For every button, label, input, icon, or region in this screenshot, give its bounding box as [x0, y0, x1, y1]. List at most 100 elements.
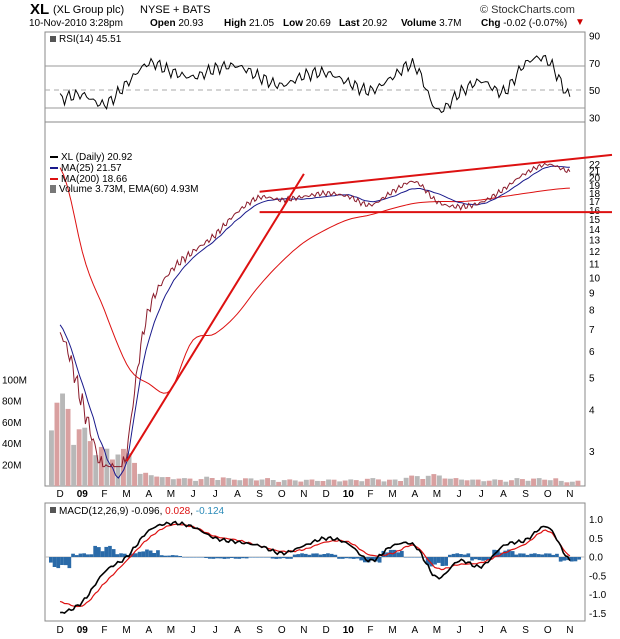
month-axis-top: D 09 F M A M J J A S O N D 10 F M A M J J A S O N: [56, 489, 573, 500]
macd-histogram-bar: [71, 553, 75, 557]
volume-bar: [93, 455, 99, 486]
price-tick-15: 15: [589, 215, 601, 226]
month-tick-2: F: [101, 489, 107, 500]
volume-bar: [364, 478, 370, 486]
rsi-tick-50: 50: [589, 86, 601, 97]
volume-bar: [143, 472, 149, 486]
macd-month-tick-15: M: [388, 625, 396, 636]
macd-histogram-bar: [226, 557, 230, 559]
macd-month-tick-0: D: [56, 625, 63, 636]
macd-month-tick-20: A: [500, 625, 507, 636]
trendline-rising-resistance: [259, 153, 613, 193]
macd-histogram-bar: [100, 551, 105, 557]
volume-bar: [531, 478, 536, 486]
macd-histogram-bar: [97, 547, 101, 557]
macd-month-tick-12: D: [322, 625, 329, 636]
volume-bar: [132, 462, 137, 486]
macd-histogram-bar: [167, 555, 171, 557]
macd-histogram-bar: [174, 555, 179, 557]
volume-bar: [154, 476, 160, 486]
macd-histogram-bar: [551, 554, 556, 557]
rsi-legend-swatch: [50, 36, 56, 42]
price-tick-11: 11: [589, 260, 600, 271]
macd-histogram-bar: [93, 545, 97, 557]
volume-bar: [259, 479, 265, 486]
macd-line: [60, 520, 571, 614]
month-tick-4: A: [145, 489, 152, 500]
price-tick-20: 20: [589, 174, 601, 185]
volume-bar: [248, 478, 254, 486]
volume-bar: [215, 480, 221, 486]
macd-histogram-bar: [536, 554, 541, 557]
macd-month-tick-23: N: [566, 625, 573, 636]
macd-histogram-bar: [255, 557, 260, 558]
month-tick-10: O: [278, 489, 286, 500]
macd-histogram-bar: [178, 556, 182, 557]
macd-month-tick-11: N: [300, 625, 307, 636]
quote-bar: 10-Nov-2010 3:28pm Open 20.93 High 21.05…: [0, 17, 620, 32]
volume-bar: [126, 453, 132, 486]
volume-bar: [60, 393, 65, 486]
macd-histogram-bar: [196, 557, 201, 558]
high-stat: High 21.05: [224, 18, 274, 29]
volume-bar: [292, 480, 298, 486]
macd-histogram-bar: [156, 550, 160, 557]
macd-histogram-bar: [56, 557, 61, 569]
macd-histogram-bar: [278, 557, 282, 559]
macd-histogram-bar: [573, 557, 578, 562]
macd-tick--1.5: -1.5: [589, 609, 607, 620]
month-tick-23: N: [566, 489, 573, 500]
volume-bar: [564, 482, 570, 486]
volume-bar: [387, 479, 392, 486]
macd-histogram-bar: [466, 553, 471, 557]
volume-bar: [170, 479, 176, 486]
macd-legend-macd: -0.096: [131, 506, 160, 517]
macd-histogram-bar: [322, 554, 327, 557]
macd-histogram-bar: [307, 554, 312, 557]
last-label: Last: [339, 18, 360, 29]
macd-histogram-bar: [540, 554, 545, 557]
macd-tick--1.0: -1.0: [589, 590, 607, 601]
volume-bar: [165, 477, 171, 486]
macd-histogram-bar: [440, 557, 445, 566]
volume-bar: [237, 480, 243, 486]
macd-histogram-bar: [303, 553, 308, 557]
legend-ma200: MA(200) 18.66: [61, 174, 128, 185]
macd-tick-0.5: 0.5: [589, 534, 603, 545]
month-tick-12: D: [322, 489, 329, 500]
volume-value: 3.7M: [439, 18, 462, 29]
macd-histogram-bar: [558, 557, 563, 562]
macd-legend: MACD(12,26,9) -0.096, 0.028, -0.124: [59, 506, 225, 517]
volume-bar: [148, 475, 154, 486]
rsi-tick-70: 70: [589, 59, 601, 70]
macd-histogram-bar: [170, 555, 175, 557]
price-tick-7: 7: [589, 325, 595, 336]
macd-month-tick-4: A: [145, 625, 152, 636]
macd-histogram-bar: [377, 557, 382, 563]
macd-histogram-bar: [425, 557, 430, 565]
macd-histogram-bar: [444, 557, 448, 566]
volume-bar: [414, 476, 420, 486]
macd-histogram-bar: [525, 554, 530, 557]
volume-bar: [359, 481, 365, 486]
macd-histogram-bar: [270, 557, 275, 559]
macd-histogram-bar: [436, 557, 441, 563]
volume-bar: [287, 479, 293, 486]
volume-bar: [409, 475, 415, 486]
macd-histogram-bar: [400, 550, 404, 557]
volume-bar: [392, 479, 398, 486]
macd-histogram-bar: [459, 554, 463, 557]
macd-month-tick-14: F: [367, 625, 373, 636]
volume-bars: [49, 393, 581, 486]
macd-month-tick-5: M: [167, 625, 175, 636]
month-tick-22: O: [544, 489, 552, 500]
volume-bar: [353, 480, 359, 486]
macd-histogram-bar: [134, 553, 138, 557]
volume-label: Volume: [401, 18, 437, 29]
month-tick-8: A: [234, 489, 241, 500]
volume-bar: [436, 475, 442, 486]
volume-bar: [348, 479, 354, 486]
macd-histogram-bar: [67, 557, 72, 569]
volume-bar: [226, 478, 232, 486]
volume-bar: [509, 480, 514, 486]
